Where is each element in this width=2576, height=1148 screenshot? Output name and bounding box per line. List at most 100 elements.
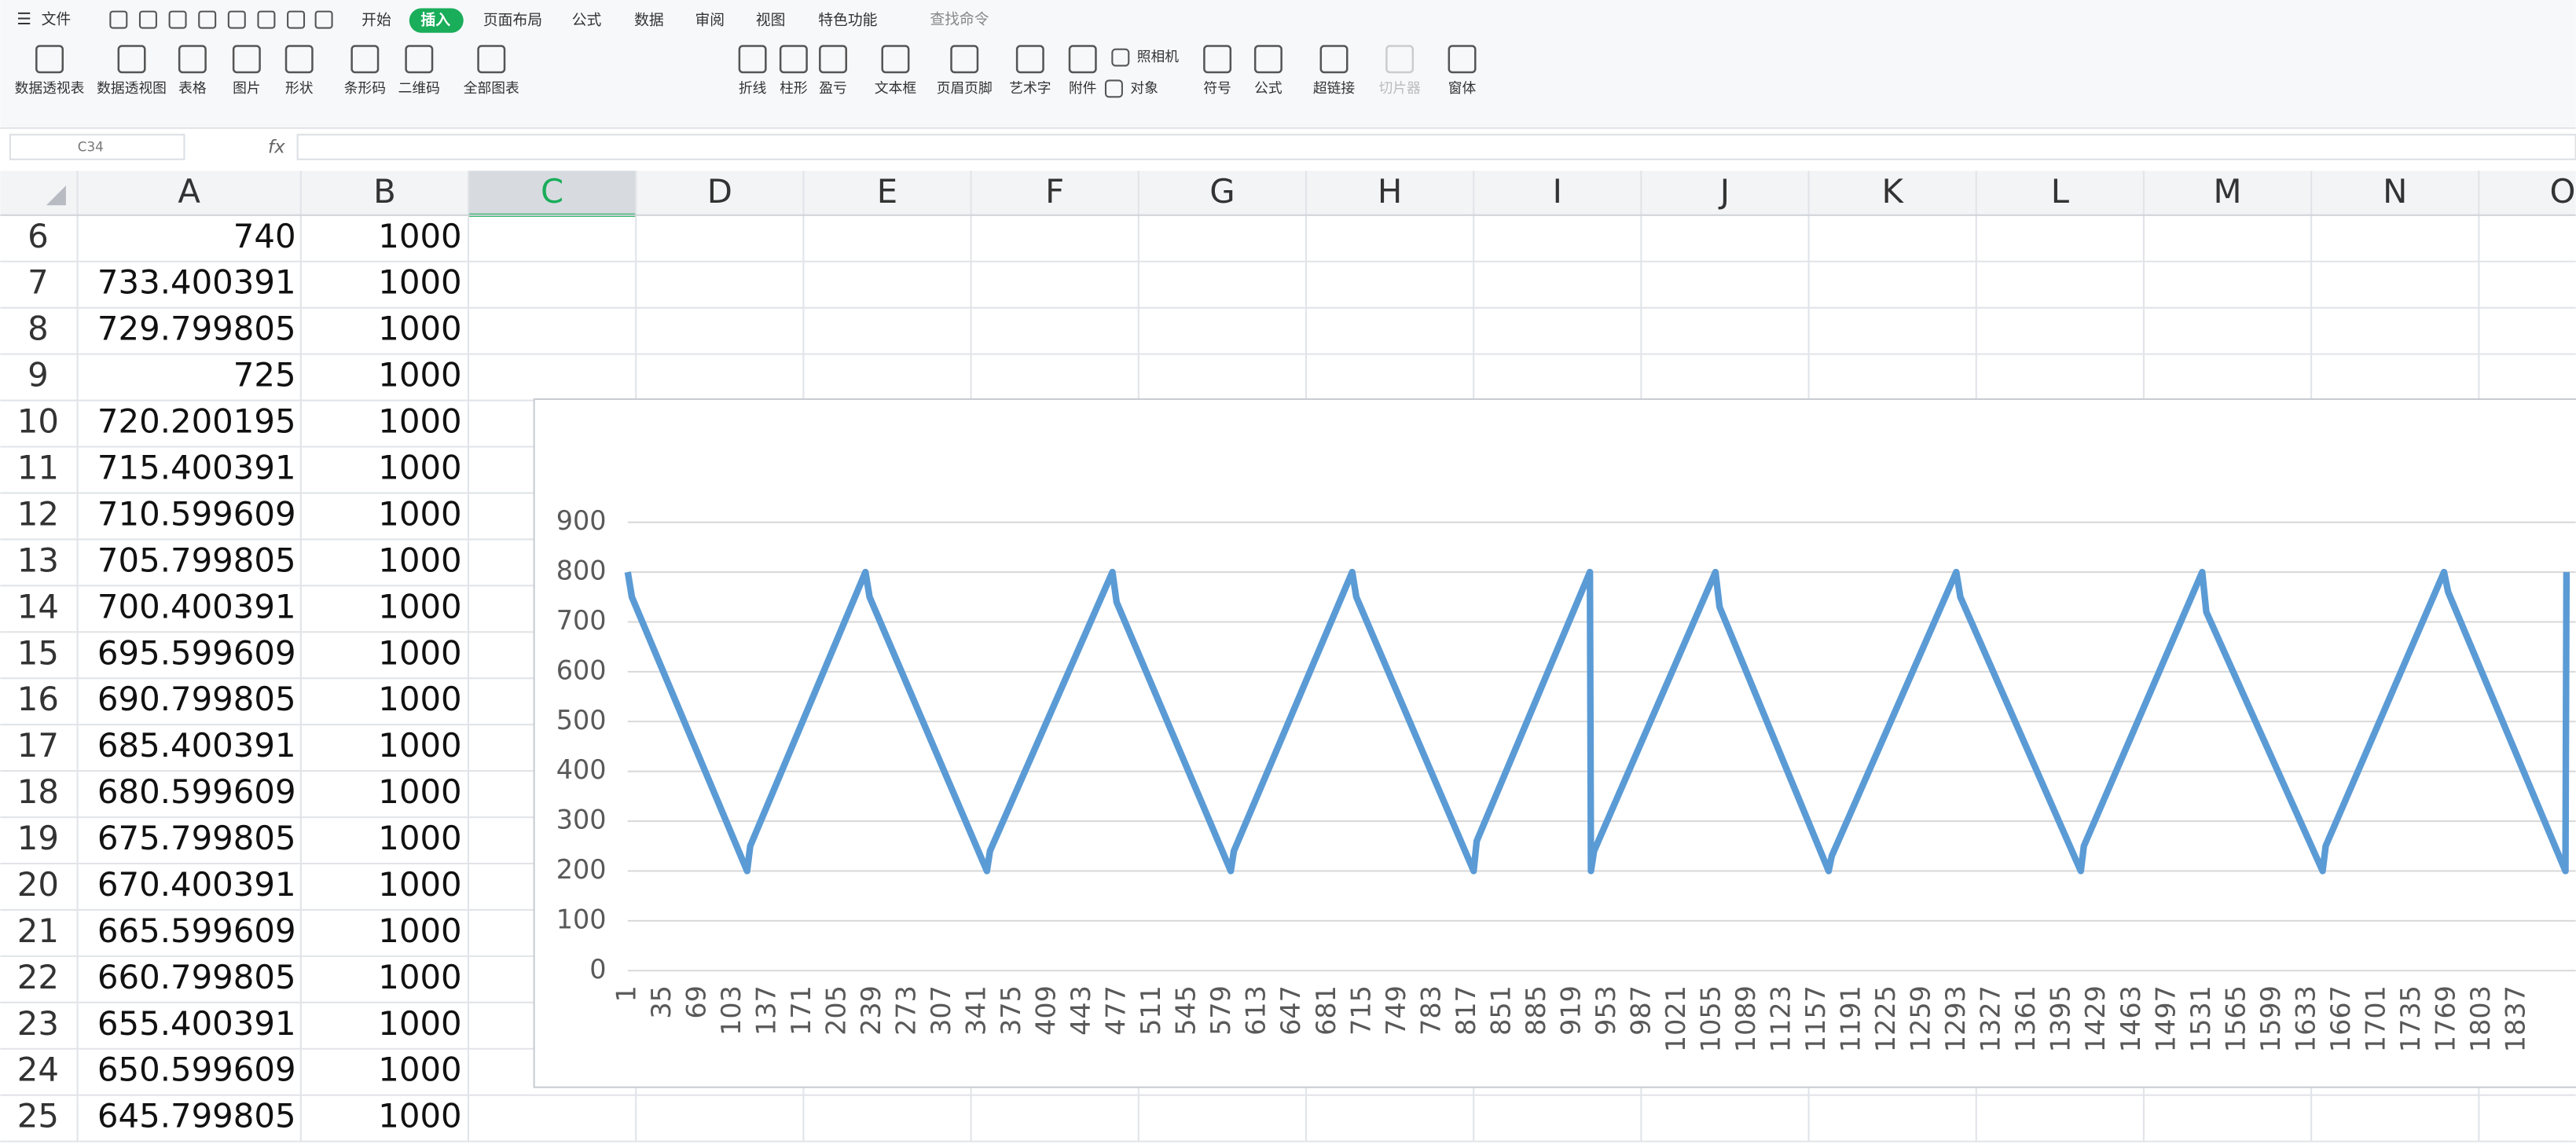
row-header[interactable]: 17 (17, 726, 59, 765)
ribbon-tab[interactable]: 特色功能 (818, 12, 877, 29)
row-header[interactable]: 15 (17, 633, 59, 672)
quick-icon[interactable] (287, 10, 306, 29)
row-header[interactable]: 19 (17, 819, 59, 857)
cell-b[interactable]: 1000 (378, 1051, 461, 1089)
column-header[interactable]: E (877, 172, 897, 211)
column-header[interactable]: C (541, 172, 563, 211)
cell-b[interactable]: 1000 (378, 1097, 461, 1135)
column-header[interactable]: A (178, 172, 200, 211)
ribbon-label[interactable]: 二维码 (398, 80, 440, 97)
ribbon-label[interactable]: 折线 (739, 80, 767, 97)
ribbon-label[interactable]: 表格 (178, 80, 207, 97)
name-box-text[interactable]: C34 (78, 139, 104, 155)
row-header[interactable]: 8 (28, 310, 49, 348)
ribbon-icon[interactable] (738, 45, 767, 74)
ribbon-icon[interactable] (1448, 45, 1477, 74)
cell-b[interactable]: 1000 (378, 958, 461, 996)
ribbon-icon[interactable] (117, 45, 146, 74)
cell-a[interactable]: 655.400391 (97, 1004, 296, 1043)
ribbon-icon[interactable] (350, 45, 380, 74)
ribbon-icon[interactable] (477, 45, 506, 74)
cell-a[interactable]: 715.400391 (97, 448, 296, 486)
cell-b[interactable]: 1000 (378, 865, 461, 904)
cell-a[interactable]: 670.400391 (97, 865, 296, 904)
ribbon-icon[interactable] (35, 45, 64, 74)
cell-a[interactable]: 729.799805 (97, 310, 296, 348)
cell-a[interactable]: 705.799805 (97, 541, 296, 579)
ribbon-label[interactable]: 盈亏 (819, 81, 847, 97)
cell-a[interactable]: 660.799805 (97, 958, 296, 996)
column-header[interactable]: M (2214, 172, 2242, 211)
cell-a[interactable]: 695.599609 (97, 633, 296, 672)
ribbon-label[interactable]: 切片器 (1378, 80, 1421, 97)
row-header[interactable]: 12 (17, 494, 59, 533)
ribbon-label[interactable]: 形状 (285, 80, 314, 97)
ribbon-label[interactable]: 窗体 (1448, 80, 1477, 97)
column-header[interactable]: B (373, 172, 396, 211)
cell-b[interactable]: 1000 (378, 402, 461, 441)
cell-b[interactable]: 1000 (378, 356, 461, 394)
quick-icon[interactable] (198, 10, 217, 29)
cell-b[interactable]: 1000 (378, 819, 461, 857)
row-header[interactable]: 25 (17, 1097, 59, 1135)
column-header[interactable]: G (1209, 172, 1235, 211)
ribbon-label[interactable]: 对象 (1130, 80, 1158, 97)
ribbon-icon[interactable] (950, 45, 979, 74)
cell-b[interactable]: 1000 (378, 587, 461, 625)
cell-a[interactable]: 665.599609 (97, 911, 296, 950)
ribbon-label[interactable]: 公式 (1254, 80, 1282, 97)
row-header[interactable]: 21 (17, 911, 59, 950)
ribbon-icon[interactable] (1203, 45, 1232, 74)
cell-a[interactable]: 700.400391 (97, 587, 296, 625)
cell-b[interactable]: 1000 (378, 263, 461, 302)
ribbon-icon[interactable] (779, 45, 808, 74)
cell-a[interactable]: 675.799805 (97, 819, 296, 857)
ribbon-label[interactable]: 超链接 (1313, 80, 1356, 97)
cell-a[interactable]: 710.599609 (97, 494, 296, 533)
ribbon-label[interactable]: 符号 (1203, 80, 1231, 97)
quick-icon[interactable] (168, 10, 187, 29)
ribbon-icon[interactable] (1319, 45, 1349, 74)
row-header[interactable]: 23 (17, 1004, 59, 1043)
ribbon-label[interactable]: 条形码 (344, 80, 386, 97)
ribbon-label[interactable]: 图片 (233, 80, 261, 97)
ribbon-tab[interactable]: 审阅 (695, 12, 725, 29)
ribbon-icon[interactable] (178, 45, 207, 74)
ribbon-label[interactable]: 数据透视表 (15, 80, 85, 97)
ribbon-tab[interactable]: 开始 (361, 12, 391, 29)
column-header[interactable]: D (707, 172, 732, 211)
cell-a[interactable]: 720.200195 (97, 402, 296, 441)
column-header[interactable]: O (2549, 172, 2575, 211)
cell-a[interactable]: 740 (233, 217, 296, 255)
quick-icon[interactable] (227, 10, 246, 29)
quick-icon[interactable] (257, 10, 276, 29)
ribbon-icon[interactable] (819, 45, 848, 74)
ribbon-label[interactable]: 艺术字 (1009, 80, 1051, 97)
ribbon-icon[interactable] (1385, 45, 1415, 74)
quick-icon[interactable] (138, 10, 157, 29)
ribbon-icon[interactable] (1015, 45, 1044, 74)
column-header[interactable]: F (1045, 172, 1064, 211)
formula-input[interactable] (296, 134, 2576, 160)
ribbon-icon[interactable] (284, 45, 314, 74)
ribbon-tab[interactable]: 数据 (634, 12, 664, 29)
cell-a[interactable]: 645.799805 (97, 1097, 296, 1135)
row-header[interactable]: 11 (17, 448, 59, 486)
quick-icon[interactable] (314, 10, 333, 29)
row-header[interactable]: 13 (17, 541, 59, 579)
ribbon-icon[interactable] (405, 45, 434, 74)
ribbon-icon[interactable] (232, 45, 261, 74)
row-header[interactable]: 20 (17, 865, 59, 904)
cell-b[interactable]: 1000 (378, 911, 461, 950)
search-command[interactable]: 查找命令 (930, 11, 989, 28)
name-box[interactable] (9, 134, 185, 160)
row-header[interactable]: 10 (17, 402, 59, 441)
column-header[interactable]: J (1718, 172, 1730, 211)
cell-b[interactable]: 1000 (378, 541, 461, 579)
ribbon-label[interactable]: 柱形 (780, 80, 808, 97)
quick-icon[interactable] (109, 10, 128, 29)
chart-area[interactable] (533, 398, 2576, 1088)
cell-b[interactable]: 1000 (378, 1004, 461, 1043)
ribbon-icon[interactable] (1104, 79, 1123, 98)
menu-icon[interactable]: ☰ (17, 9, 31, 28)
